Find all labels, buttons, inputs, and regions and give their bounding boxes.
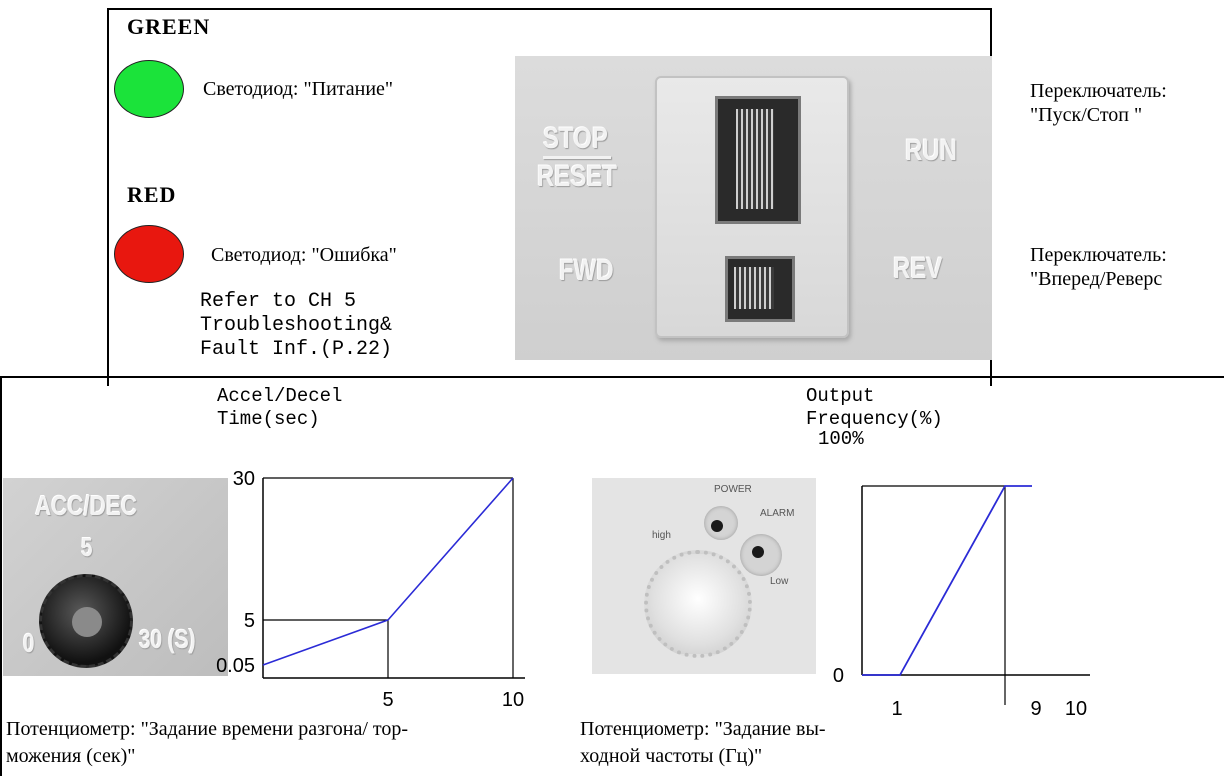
accdec-dial-photo: ACC/DEC 5 0 30 (S)	[3, 478, 228, 676]
power-indicator-icon	[711, 520, 723, 532]
switch1-desc-line1: Переключатель:	[1030, 80, 1167, 102]
switch1-desc-line2: "Пуск/Стоп "	[1030, 104, 1143, 126]
chart1-y-tick: 30	[233, 468, 255, 490]
power-mark: POWER	[714, 484, 752, 495]
rev-label: REV	[893, 252, 943, 285]
chart2-ylabel-line1: Output	[806, 385, 875, 407]
chart2-series-line	[862, 485, 1032, 676]
switch2-desc-line2: "Вперед/Реверс	[1030, 268, 1163, 290]
power-led-desc: Светодиод: "Питание"	[203, 78, 394, 100]
chart1-y-tick: 5	[244, 610, 255, 632]
low-mark: Low	[770, 576, 789, 587]
chart1-series-line	[262, 477, 514, 666]
chart2-x-tick: 9	[1030, 698, 1041, 720]
frequency-dial-photo: POWER ALARM high Low	[592, 478, 816, 674]
fwd-rev-switch[interactable]	[725, 256, 795, 322]
potentiometer-panel	[0, 376, 1224, 776]
chart1-x-tick: 10	[502, 689, 524, 711]
chart1-x-tick: 5	[382, 689, 393, 711]
chart2-ylabel-line2: Frequency(%)	[806, 408, 943, 430]
reset-label: RESET	[537, 160, 618, 193]
switch2-desc-line1: Переключатель:	[1030, 244, 1167, 266]
accdec-caption-line2: можения (сек)"	[6, 745, 136, 767]
chart1-ylabel-line1: Accel/Decel	[217, 385, 343, 407]
chart2-y-tick: 0	[833, 665, 844, 687]
run-stop-switch[interactable]	[715, 96, 801, 224]
chart2-x-tick: 10	[1065, 698, 1087, 720]
fwd-label: FWD	[559, 254, 614, 287]
frequency-knob[interactable]	[644, 550, 752, 658]
accdec-mark-5: 5	[81, 532, 93, 562]
error-led-desc: Светодиод: "Ошибка"	[211, 244, 397, 266]
alarm-indicator-icon	[752, 546, 764, 558]
switch-panel-photo: STOP RESET RUN FWD REV	[515, 56, 992, 360]
freq-caption-line2: ходной частоты (Гц)"	[580, 745, 763, 767]
chart1-y-tick: 0.05	[216, 655, 255, 677]
green-led-title: GREEN	[127, 14, 211, 39]
chart1-ylabel-line2: Time(sec)	[217, 408, 320, 430]
accdec-mark-0: 0	[23, 628, 35, 658]
stop-label: STOP	[543, 122, 608, 155]
power-led	[114, 60, 184, 118]
chart2-x-tick: 1	[891, 698, 902, 720]
red-led-title: RED	[127, 182, 177, 207]
accdec-caption-line1: Потенциометр: "Задание времени разгона/ …	[6, 718, 409, 740]
run-label: RUN	[905, 134, 957, 167]
accdec-mark-30: 30 (S)	[139, 624, 196, 654]
troubleshooting-note: Refer to CH 5 Troubleshooting& Fault Inf…	[200, 290, 393, 361]
chart2-top-value: 100%	[818, 428, 864, 450]
high-mark: high	[652, 530, 671, 541]
stop-reset-divider	[543, 156, 611, 159]
alarm-mark: ALARM	[760, 508, 795, 519]
accdec-dial-title: ACC/DEC	[35, 490, 138, 521]
error-led	[114, 225, 184, 283]
accdec-knob[interactable]	[39, 574, 133, 668]
freq-caption-line1: Потенциометр: "Задание вы-	[580, 718, 826, 740]
